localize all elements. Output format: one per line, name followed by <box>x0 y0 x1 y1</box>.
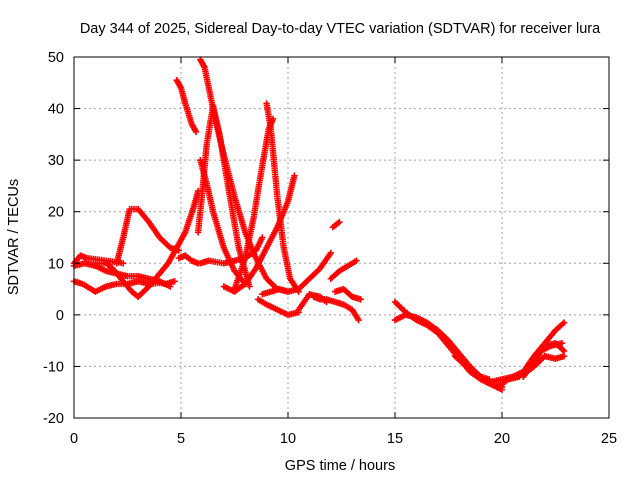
y-tick-label: 20 <box>48 205 64 221</box>
x-tick-label: 10 <box>280 431 296 447</box>
series-arc8 <box>173 77 200 135</box>
series-arc11 <box>194 102 253 290</box>
x-axis-label: GPS time / hours <box>285 458 395 474</box>
series-arc5 <box>113 205 183 267</box>
grid <box>74 57 609 418</box>
data-point <box>171 278 178 285</box>
data-point <box>246 283 253 290</box>
data-point <box>120 260 127 267</box>
series-arc7 <box>175 252 202 267</box>
data-point <box>327 249 334 257</box>
series-arc20 <box>329 218 343 231</box>
y-tick-label: -10 <box>43 359 64 375</box>
data-point <box>353 257 360 264</box>
series-arc29 <box>520 340 568 380</box>
series-arc17 <box>254 296 302 319</box>
x-tick-label: 5 <box>177 431 185 447</box>
x-tick-label: 25 <box>601 431 617 447</box>
chart-title: Day 344 of 2025, Sidereal Day-to-day VTE… <box>80 21 601 37</box>
series-arc10 <box>197 156 249 288</box>
plot-frame <box>73 56 610 419</box>
y-tick-label: 30 <box>48 153 64 169</box>
data-point <box>560 319 568 326</box>
data-point <box>355 316 362 324</box>
y-tick-label: 10 <box>48 256 64 272</box>
data-point <box>291 172 298 179</box>
y-tick-label: 0 <box>56 308 64 324</box>
x-tick-label: 20 <box>494 431 510 447</box>
y-tick-label: 50 <box>48 50 64 66</box>
data-point <box>167 283 174 290</box>
axis-ticks: 0 5 10 15 20 25 -20 -10 0 10 20 30 40 50 <box>43 50 617 447</box>
data-point <box>560 347 568 355</box>
y-tick-label: -20 <box>43 411 64 427</box>
series-arc16 <box>259 249 334 298</box>
data-points <box>70 56 568 393</box>
data-point <box>192 128 200 135</box>
series-arc6 <box>135 187 202 301</box>
y-tick-label: 40 <box>48 102 64 118</box>
data-point <box>357 296 364 303</box>
x-tick-label: 0 <box>70 431 78 447</box>
series-arc19 <box>310 293 362 324</box>
y-axis-label: SDTVAR / TECUs <box>6 179 22 295</box>
data-point <box>336 218 343 226</box>
series-arc15 <box>220 172 298 295</box>
series-arc22 <box>331 285 364 303</box>
series-arc14 <box>263 100 302 295</box>
series-arc21 <box>327 257 360 282</box>
x-tick-label: 15 <box>387 431 403 447</box>
data-point <box>259 234 266 241</box>
